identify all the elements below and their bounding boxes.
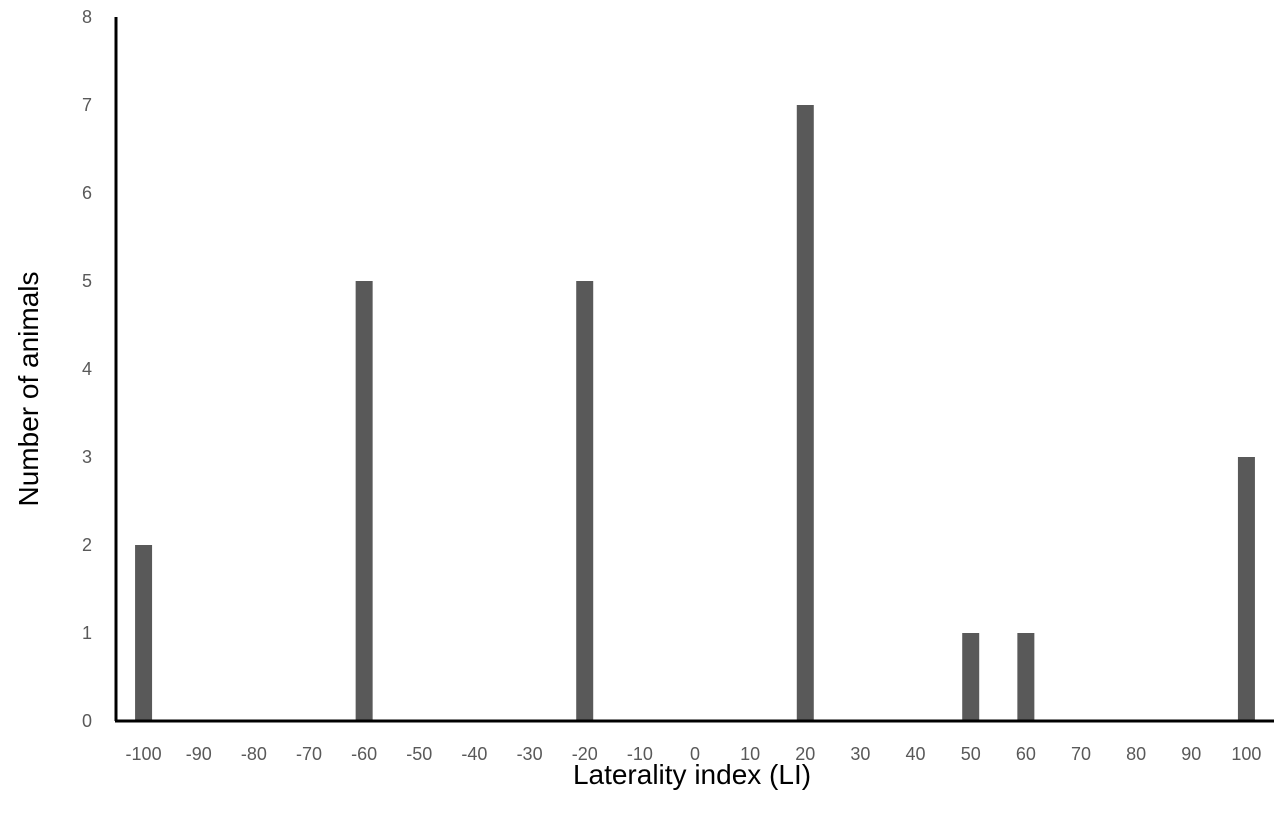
y-axis-title: Number of animals <box>13 272 44 507</box>
x-tick-label: -50 <box>406 744 432 764</box>
bar <box>355 281 373 721</box>
y-tick-label: 4 <box>82 359 92 379</box>
x-tick-label: -70 <box>296 744 322 764</box>
bars <box>135 105 1255 721</box>
x-tick-label: -100 <box>126 744 162 764</box>
y-tick-label: 5 <box>82 271 92 291</box>
x-tick-label: -20 <box>572 744 598 764</box>
bar <box>576 281 594 721</box>
x-tick-label: 60 <box>1016 744 1036 764</box>
x-tick-label: -40 <box>461 744 487 764</box>
x-tick-label: -10 <box>627 744 653 764</box>
y-tick-label: 2 <box>82 535 92 555</box>
bar <box>135 545 153 721</box>
x-tick-label: 0 <box>690 744 700 764</box>
x-tick-label: 80 <box>1126 744 1146 764</box>
bar <box>962 633 980 721</box>
x-tick-label: -30 <box>517 744 543 764</box>
x-tick-label: 70 <box>1071 744 1091 764</box>
x-tick-label: 100 <box>1231 744 1261 764</box>
y-tick-label: 8 <box>82 7 92 27</box>
x-tick-label: 30 <box>850 744 870 764</box>
bar <box>1017 633 1035 721</box>
bar <box>1237 457 1255 721</box>
y-tick-label: 0 <box>82 711 92 731</box>
x-tick-label: -90 <box>186 744 212 764</box>
x-tick-label: 50 <box>961 744 981 764</box>
x-tick-label: 40 <box>906 744 926 764</box>
x-tick-label: -80 <box>241 744 267 764</box>
y-tick-label: 7 <box>82 95 92 115</box>
x-tick-label: -60 <box>351 744 377 764</box>
x-axis-title: Laterality index (LI) <box>573 759 811 790</box>
y-tick-label: 1 <box>82 623 92 643</box>
y-tick-label: 3 <box>82 447 92 467</box>
x-tick-label: 90 <box>1181 744 1201 764</box>
x-tick-label: 10 <box>740 744 760 764</box>
y-tick-labels: 0 1 2 3 4 5 6 7 8 <box>82 7 92 731</box>
x-tick-label: 20 <box>795 744 815 764</box>
bar <box>796 105 814 721</box>
y-tick-label: 6 <box>82 183 92 203</box>
x-tick-labels: -100 -90 -80 -70 -60 -50 -40 -30 -20 -10 0 10 20 30 40… <box>126 744 1262 764</box>
